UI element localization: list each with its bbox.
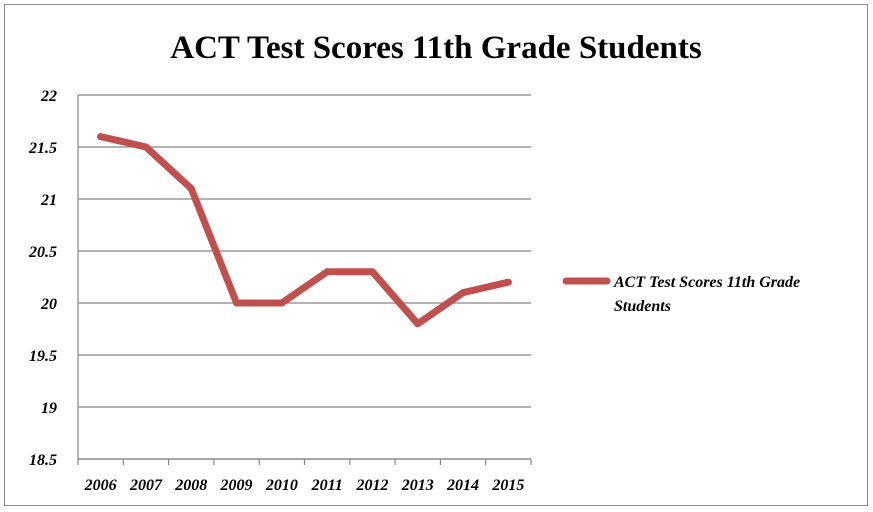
data-point-2008	[187, 185, 195, 193]
y-tick-label-4: 20.5	[28, 244, 57, 261]
y-tick-label-3: 20	[40, 296, 57, 313]
data-point-2007	[142, 143, 150, 151]
x-tick-label-2: 2008	[174, 477, 207, 494]
data-point-2010	[278, 299, 286, 307]
y-tick-label-6: 21.5	[28, 140, 57, 157]
y-tick-label-5: 21	[40, 192, 57, 209]
legend-label-line-1: ACT Test Scores 11th Grade	[613, 274, 800, 291]
data-point-2015	[504, 278, 512, 286]
chart-title: ACT Test Scores 11th Grade Students	[170, 30, 702, 66]
series-lines	[97, 133, 512, 328]
x-tick-label-7: 2013	[401, 477, 434, 494]
data-point-2012	[368, 268, 376, 276]
legend: ACT Test Scores 11th Grade Students	[562, 274, 800, 315]
y-tick-label-1: 19	[41, 400, 57, 417]
y-tick-label-2: 19.5	[29, 348, 57, 365]
x-tick-label-8: 2014	[446, 477, 479, 494]
x-tick-label-5: 2011	[311, 477, 343, 494]
series-line-0	[97, 133, 512, 328]
data-point-2011	[323, 268, 331, 276]
x-axis: 2006 2007 2008 2009 2010 2011 2012 2013 2014 2015	[77, 95, 532, 494]
data-point-2013	[414, 320, 422, 328]
y-tick-label-0: 18.5	[29, 452, 57, 469]
chart-frame	[4, 4, 868, 506]
x-tick-label-9: 2015	[491, 477, 524, 494]
y-axis-ticks: 18.5 19 19.5 20 20.5 21 21.5 22	[28, 88, 57, 469]
data-point-2014	[459, 289, 467, 297]
y-tick-label-7: 22	[40, 88, 57, 105]
legend-label-line-2: Students	[614, 298, 671, 315]
x-tick-label-6: 2012	[355, 477, 388, 494]
data-point-2006	[97, 133, 105, 141]
x-tick-label-0: 2006	[84, 477, 117, 494]
data-point-2009	[233, 299, 241, 307]
x-tick-label-3: 2009	[220, 477, 253, 494]
x-tick-label-4: 2010	[265, 477, 298, 494]
x-tick-label-1: 2007	[129, 477, 163, 494]
